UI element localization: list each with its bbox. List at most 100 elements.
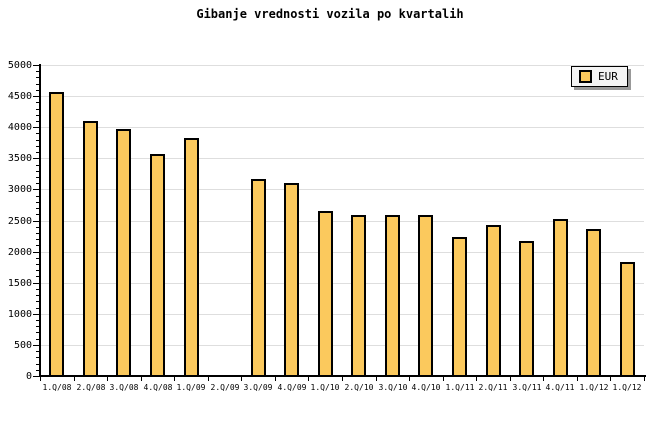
y-tick	[33, 252, 39, 253]
bar	[284, 183, 299, 377]
y-minor-tick	[36, 339, 39, 340]
y-minor-tick	[36, 357, 39, 358]
gridline	[40, 345, 644, 346]
y-minor-tick	[36, 140, 39, 141]
x-axis-label: 1.Q/10	[310, 383, 340, 392]
x-tick	[208, 377, 209, 381]
gridline	[40, 283, 644, 284]
gridline	[40, 65, 644, 66]
y-minor-tick	[36, 121, 39, 122]
x-axis-label: 2.Q/10	[344, 383, 374, 392]
y-axis-label: 500	[13, 340, 32, 351]
y-minor-tick	[36, 115, 39, 116]
y-minor-tick	[36, 177, 39, 178]
chart-title: Gibanje vrednosti vozila po kvartalih	[196, 7, 464, 21]
legend-label: EUR	[598, 70, 618, 83]
x-axis-label: 3.Q/08	[109, 383, 139, 392]
y-minor-tick	[36, 214, 39, 215]
x-tick	[275, 377, 276, 381]
y-minor-tick	[36, 332, 39, 333]
gridline	[40, 252, 644, 253]
x-axis-label: 1.Q/11	[445, 383, 475, 392]
bar	[83, 121, 98, 377]
bar	[150, 154, 165, 377]
y-minor-tick	[36, 183, 39, 184]
x-tick	[174, 377, 175, 381]
y-axis-label: 4500	[7, 91, 32, 102]
x-axis-label: 3.Q/11	[512, 383, 542, 392]
y-minor-tick	[36, 239, 39, 240]
gridline	[40, 127, 644, 128]
y-tick	[33, 376, 39, 377]
y-minor-tick	[36, 90, 39, 91]
y-axis-label: 0	[25, 371, 32, 382]
y-axis	[39, 64, 41, 377]
bar	[116, 129, 131, 377]
x-axis-label: 1.Q/12	[579, 383, 609, 392]
x-tick	[577, 377, 578, 381]
y-minor-tick	[36, 171, 39, 172]
y-axis-label: 2500	[7, 216, 32, 227]
x-tick	[510, 377, 511, 381]
y-axis-label: 1000	[7, 309, 32, 320]
x-tick	[141, 377, 142, 381]
bar	[184, 138, 199, 377]
y-minor-tick	[36, 102, 39, 103]
y-minor-tick	[36, 84, 39, 85]
y-minor-tick	[36, 351, 39, 352]
bar	[486, 225, 501, 377]
x-tick	[74, 377, 75, 381]
y-tick	[33, 221, 39, 222]
gridline	[40, 189, 644, 190]
bar	[452, 237, 467, 377]
x-tick	[610, 377, 611, 381]
y-axis-label: 3500	[7, 153, 32, 164]
y-minor-tick	[36, 233, 39, 234]
x-axis-label: 3.Q/09	[243, 383, 273, 392]
y-minor-tick	[36, 152, 39, 153]
x-tick	[543, 377, 544, 381]
bar	[351, 215, 366, 377]
y-minor-tick	[36, 71, 39, 72]
x-tick	[443, 377, 444, 381]
y-tick	[33, 314, 39, 315]
y-minor-tick	[36, 308, 39, 309]
x-axis-label: 1.Q/12	[612, 383, 642, 392]
y-minor-tick	[36, 165, 39, 166]
y-axis-label: 1500	[7, 278, 32, 289]
x-tick	[409, 377, 410, 381]
gridline	[40, 96, 644, 97]
y-tick	[33, 345, 39, 346]
x-axis-label: 3.Q/10	[378, 383, 408, 392]
y-axis-label: 3000	[7, 184, 32, 195]
bar	[586, 229, 601, 377]
x-axis-label: 4.Q/08	[143, 383, 173, 392]
y-minor-tick	[36, 264, 39, 265]
x-axis-label: 1.Q/08	[42, 383, 72, 392]
y-minor-tick	[36, 320, 39, 321]
x-axis-label: 2.Q/11	[478, 383, 508, 392]
x-tick	[644, 377, 645, 381]
y-minor-tick	[36, 295, 39, 296]
bar	[318, 211, 333, 377]
y-axis-label: 2000	[7, 247, 32, 258]
bar	[251, 179, 266, 377]
y-minor-tick	[36, 270, 39, 271]
bar	[418, 215, 433, 377]
y-minor-tick	[36, 133, 39, 134]
x-tick	[476, 377, 477, 381]
y-minor-tick	[36, 326, 39, 327]
x-axis	[39, 375, 646, 377]
y-minor-tick	[36, 196, 39, 197]
legend: EUR	[571, 66, 628, 87]
y-axis-label: 4000	[7, 122, 32, 133]
y-minor-tick	[36, 370, 39, 371]
x-axis-label: 2.Q/08	[76, 383, 106, 392]
bar	[519, 241, 534, 377]
x-axis-label: 4.Q/09	[277, 383, 307, 392]
y-minor-tick	[36, 208, 39, 209]
bar	[620, 262, 635, 377]
y-minor-tick	[36, 77, 39, 78]
y-tick	[33, 65, 39, 66]
